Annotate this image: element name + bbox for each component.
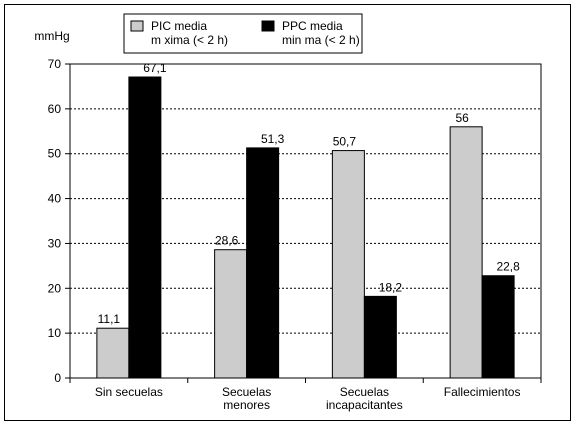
legend bbox=[123, 13, 363, 54]
data-label: 22,8 bbox=[496, 260, 520, 274]
x-tick-label: incapacitantes bbox=[326, 398, 403, 412]
x-tick-label: Secuelas bbox=[340, 385, 389, 399]
bar bbox=[214, 249, 248, 379]
legend-label: min ma (< 2 h) bbox=[282, 33, 360, 47]
y-tick-label: 10 bbox=[48, 326, 62, 340]
data-label: 28,6 bbox=[215, 234, 239, 248]
legend-swatch bbox=[130, 20, 144, 32]
data-label: 18,2 bbox=[379, 280, 403, 294]
y-tick-label: 40 bbox=[48, 192, 62, 206]
y-tick-label: 70 bbox=[48, 57, 62, 71]
data-label: 11,1 bbox=[98, 312, 121, 326]
data-label: 56 bbox=[455, 111, 469, 125]
bar bbox=[481, 275, 515, 379]
y-tick-label: 20 bbox=[48, 281, 62, 295]
bar bbox=[331, 150, 365, 379]
bar bbox=[449, 126, 483, 379]
legend-label: m xima (< 2 h) bbox=[151, 33, 228, 47]
x-tick-label: menores bbox=[223, 398, 270, 412]
x-tick-label: Sin secuelas bbox=[95, 385, 163, 399]
y-axis-label: mmHg bbox=[34, 29, 69, 43]
bar bbox=[128, 76, 162, 379]
bar bbox=[363, 295, 397, 379]
x-tick-label: Secuelas bbox=[222, 385, 271, 399]
y-tick-label: 50 bbox=[48, 147, 62, 161]
y-tick-label: 30 bbox=[48, 236, 62, 250]
data-label: 51,3 bbox=[261, 132, 285, 146]
data-label: 67,1 bbox=[143, 61, 167, 75]
data-label: 50,7 bbox=[333, 135, 357, 149]
legend-swatch bbox=[261, 20, 275, 32]
x-tick-label: Fallecimientos bbox=[444, 385, 521, 399]
legend-label: PPC media bbox=[282, 19, 343, 33]
y-tick-label: 60 bbox=[48, 102, 62, 116]
y-tick-label: 0 bbox=[54, 371, 61, 385]
bar bbox=[246, 147, 280, 379]
legend-label: PIC media bbox=[151, 19, 207, 33]
bar bbox=[96, 327, 130, 379]
